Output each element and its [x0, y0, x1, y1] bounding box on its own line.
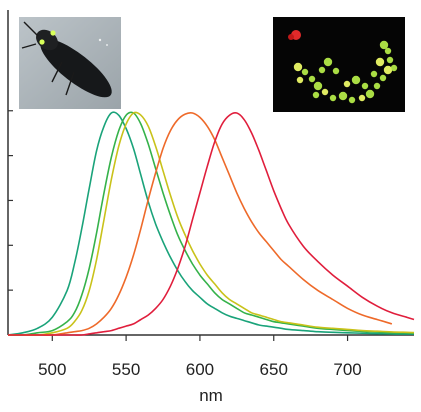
glow-dot-icon — [384, 47, 392, 55]
spectrum-line-5 — [8, 111, 415, 336]
glow-dot-icon — [383, 65, 393, 75]
glow-dot-icon — [375, 57, 385, 67]
glow-dot-icon — [296, 76, 304, 84]
glow-dot-icon — [293, 62, 303, 72]
glow-dot-icon — [379, 74, 387, 82]
glow-dot-icon — [358, 94, 366, 102]
glow-dot-icon — [321, 88, 329, 96]
glow-dot-icon — [329, 94, 337, 102]
glow-dot-icon — [301, 68, 309, 76]
fluorescence-photo — [273, 17, 405, 112]
x-tick-label: 650 — [260, 360, 288, 379]
glow-dot-icon — [323, 57, 333, 67]
x-tick-label: 700 — [333, 360, 361, 379]
spectrum-line-1 — [7, 111, 414, 336]
x-ticks: 500 550 600 650 700 — [38, 335, 362, 379]
glow-dot-icon — [312, 91, 320, 99]
x-axis-title: nm — [199, 386, 223, 405]
glow-dot-icon — [390, 64, 398, 72]
spectrum-line-2 — [7, 111, 415, 336]
glow-dot-icon — [308, 75, 316, 83]
y-ticks — [8, 110, 13, 291]
series-layer — [7, 111, 415, 336]
glow-dot-icon — [332, 67, 340, 75]
glow-dot-icon — [370, 70, 378, 78]
beetle-body-icon — [40, 38, 112, 98]
x-tick-label: 550 — [112, 360, 140, 379]
glow-dot-icon — [365, 89, 375, 99]
glow-dot-icon — [343, 80, 351, 88]
x-tick-label: 500 — [38, 360, 66, 379]
glow-dot-icon — [351, 75, 361, 85]
beetle-photo — [19, 17, 121, 109]
glow-dot-icon — [338, 91, 348, 101]
glow-dot-icon — [379, 40, 389, 50]
x-tick-label: 600 — [186, 360, 214, 379]
glow-dot-icon — [318, 66, 326, 74]
glow-dot-icon — [348, 96, 356, 104]
glow-dot-icon — [386, 56, 394, 64]
glow-dot-icon — [313, 81, 323, 91]
spectrum-line-3 — [8, 111, 415, 336]
glow-dot-icon — [373, 82, 381, 90]
glow-dot-icon — [361, 82, 369, 90]
spectrum-line-4 — [8, 111, 393, 336]
